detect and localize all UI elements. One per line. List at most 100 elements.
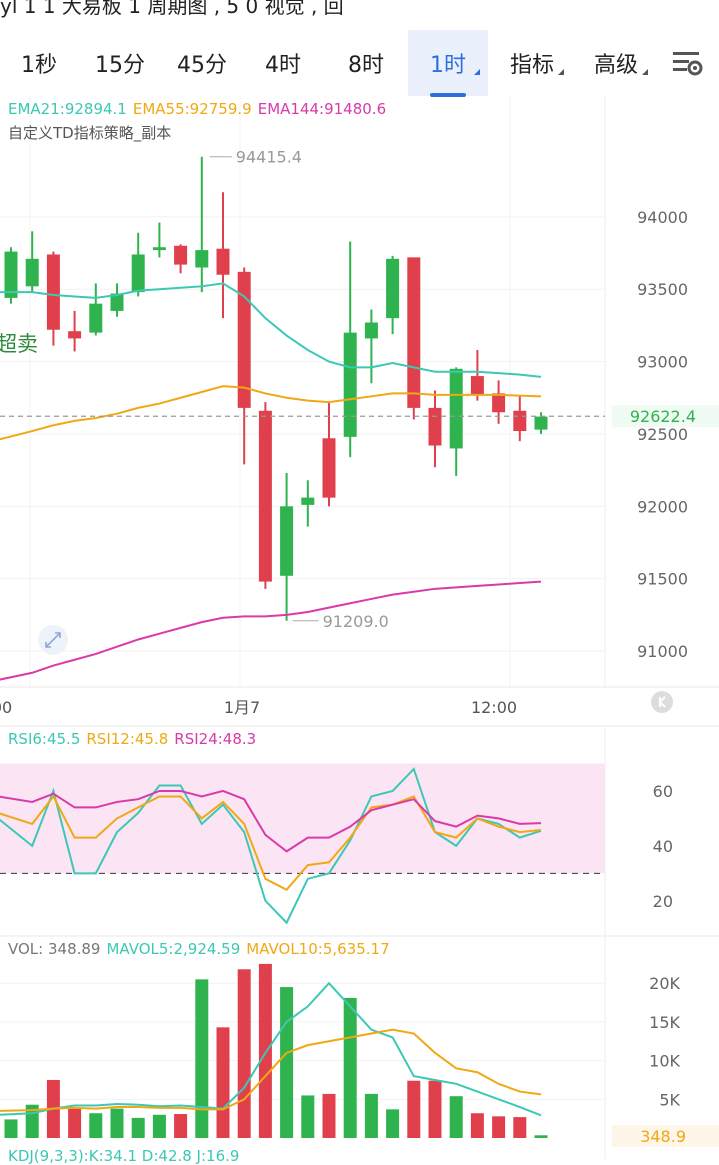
expand-icon-arrows [45, 632, 61, 648]
ema-legend: EMA21:92894.1 EMA55:92759.9 EMA144:91480.6 [8, 100, 392, 118]
tab-label: 4时 [265, 53, 301, 78]
mavol-line-mavol10 [0, 1028, 542, 1112]
vol-tick-label: 15K [649, 1013, 680, 1032]
ema-line-ema55 [0, 385, 542, 441]
rsi-line-rsi12 [0, 794, 542, 892]
volume-bar [534, 1135, 548, 1138]
rsi-tick-label: 60 [653, 782, 673, 801]
ema55-legend: EMA55:92759.9 [132, 100, 252, 118]
tab-8h[interactable]: 8时 [326, 30, 406, 96]
candle-body [131, 254, 145, 293]
candle-body [364, 322, 378, 339]
candle-body [322, 438, 336, 498]
tab-label: 1秒 [21, 53, 57, 78]
dropdown-corner-icon [474, 69, 480, 75]
volume-bar [237, 969, 251, 1138]
candle-body [152, 247, 166, 251]
volume-bar [216, 1027, 230, 1138]
tab-label: 8时 [348, 53, 384, 78]
tab-1s[interactable]: 1秒 [0, 30, 78, 96]
timeframe-tabs: 1秒 15分 45分 4时 8时 1时 指标 高级 [0, 30, 719, 96]
kdj-legend: KDJ(9,3,3):K:34.1 D:42.8 J:16.9 [8, 1147, 240, 1165]
volume-bar [110, 1108, 124, 1138]
status-text: yl 1 1 大易板 1 周期图 , 5 0 视觉 , 回 [0, 0, 719, 20]
candle-body [386, 258, 400, 319]
rsi-legend: RSI6:45.5 RSI12:45.8 RSI24:48.3 [8, 730, 262, 748]
candle-body [25, 258, 39, 287]
vol-tick-label: 10K [649, 1052, 680, 1071]
volume-bar [68, 1108, 82, 1138]
volume-bar [195, 979, 209, 1138]
time-axis-label: 12:00 [471, 698, 517, 717]
price-tick-label: 91500 [637, 570, 688, 589]
ema-line-ema144 [0, 580, 542, 681]
volume-bar [322, 1093, 336, 1138]
volume-bar [364, 1093, 378, 1138]
tab-45m[interactable]: 45分 [162, 30, 242, 96]
oversold-signal: 超卖 [0, 332, 38, 356]
active-tab-indicator [430, 93, 466, 97]
rsi-line-rsi6 [0, 767, 542, 925]
mavol10-legend: MAVOL10:5,635.17 [246, 940, 390, 958]
ema144-legend: EMA144:91480.6 [257, 100, 387, 118]
volume-bar [492, 1116, 506, 1138]
last-price-tag [612, 405, 719, 428]
tab-label: 1时 [430, 53, 466, 78]
tab-indicators[interactable]: 指标 [492, 30, 572, 96]
ema21-legend: EMA21:92894.1 [8, 100, 127, 118]
candle-body [258, 410, 272, 582]
chart-settings-button[interactable] [660, 30, 716, 96]
volume-bar [4, 1119, 18, 1138]
strategy-label: 自定义TD指标策略_副本 [8, 124, 172, 142]
candle-body [534, 416, 548, 430]
vol-legend: VOL: 348.89 MAVOL5:2,924.59 MAVOL10:5,635.… [8, 940, 396, 958]
mavol5-legend: MAVOL5:2,924.59 [106, 940, 241, 958]
volume-bar [470, 1113, 484, 1138]
volume-bar [280, 987, 294, 1138]
min-price-label: 91209.0 [323, 612, 389, 631]
tab-label: 高级 [593, 53, 638, 78]
tab-1h[interactable]: 1时 [408, 30, 488, 96]
rsi24-legend: RSI24:48.3 [174, 730, 257, 748]
volume-bar [174, 1114, 188, 1138]
max-price-label: 94415.4 [236, 148, 302, 167]
candle-body [428, 407, 442, 446]
price-tick-label: 92000 [637, 497, 688, 516]
candle-body [492, 393, 506, 413]
candle-body [301, 497, 315, 505]
volume-bar [258, 963, 272, 1138]
candle-body [280, 506, 294, 576]
rsi12-legend: RSI12:45.8 [86, 730, 169, 748]
candle-body [174, 245, 188, 265]
vol-tick-label: 5K [659, 1090, 680, 1109]
candle-body [449, 368, 463, 449]
chart-settings-icon [673, 52, 703, 76]
vol-tick-label: 20K [649, 974, 680, 993]
rsi-overbought-band [0, 763, 605, 874]
volume-bar [428, 1080, 442, 1138]
scroll-to-latest-icon [651, 691, 673, 713]
volume-bar [513, 1117, 527, 1138]
dropdown-corner-icon [642, 69, 648, 75]
time-axis-label: 00 [0, 698, 12, 717]
tab-4h[interactable]: 4时 [246, 30, 320, 96]
candle-body [46, 254, 60, 330]
price-tick-label: 93000 [637, 353, 688, 372]
rsi6-legend: RSI6:45.5 [8, 730, 81, 748]
tab-15m[interactable]: 15分 [82, 30, 158, 96]
rsi-line-rsi24 [0, 789, 542, 853]
candle-body [195, 250, 209, 268]
tab-label: 15分 [95, 53, 145, 78]
tab-advanced[interactable]: 高级 [576, 30, 656, 96]
volume-bar [449, 1096, 463, 1138]
volume-bar [407, 1080, 421, 1138]
dropdown-corner-icon [558, 69, 564, 75]
candle-body [110, 293, 124, 311]
candle-body [216, 248, 230, 275]
volume-bar [131, 1117, 145, 1138]
candle-body [4, 251, 18, 298]
volume-bar [343, 997, 357, 1138]
candle-body [68, 331, 82, 339]
candle-body [407, 257, 421, 408]
